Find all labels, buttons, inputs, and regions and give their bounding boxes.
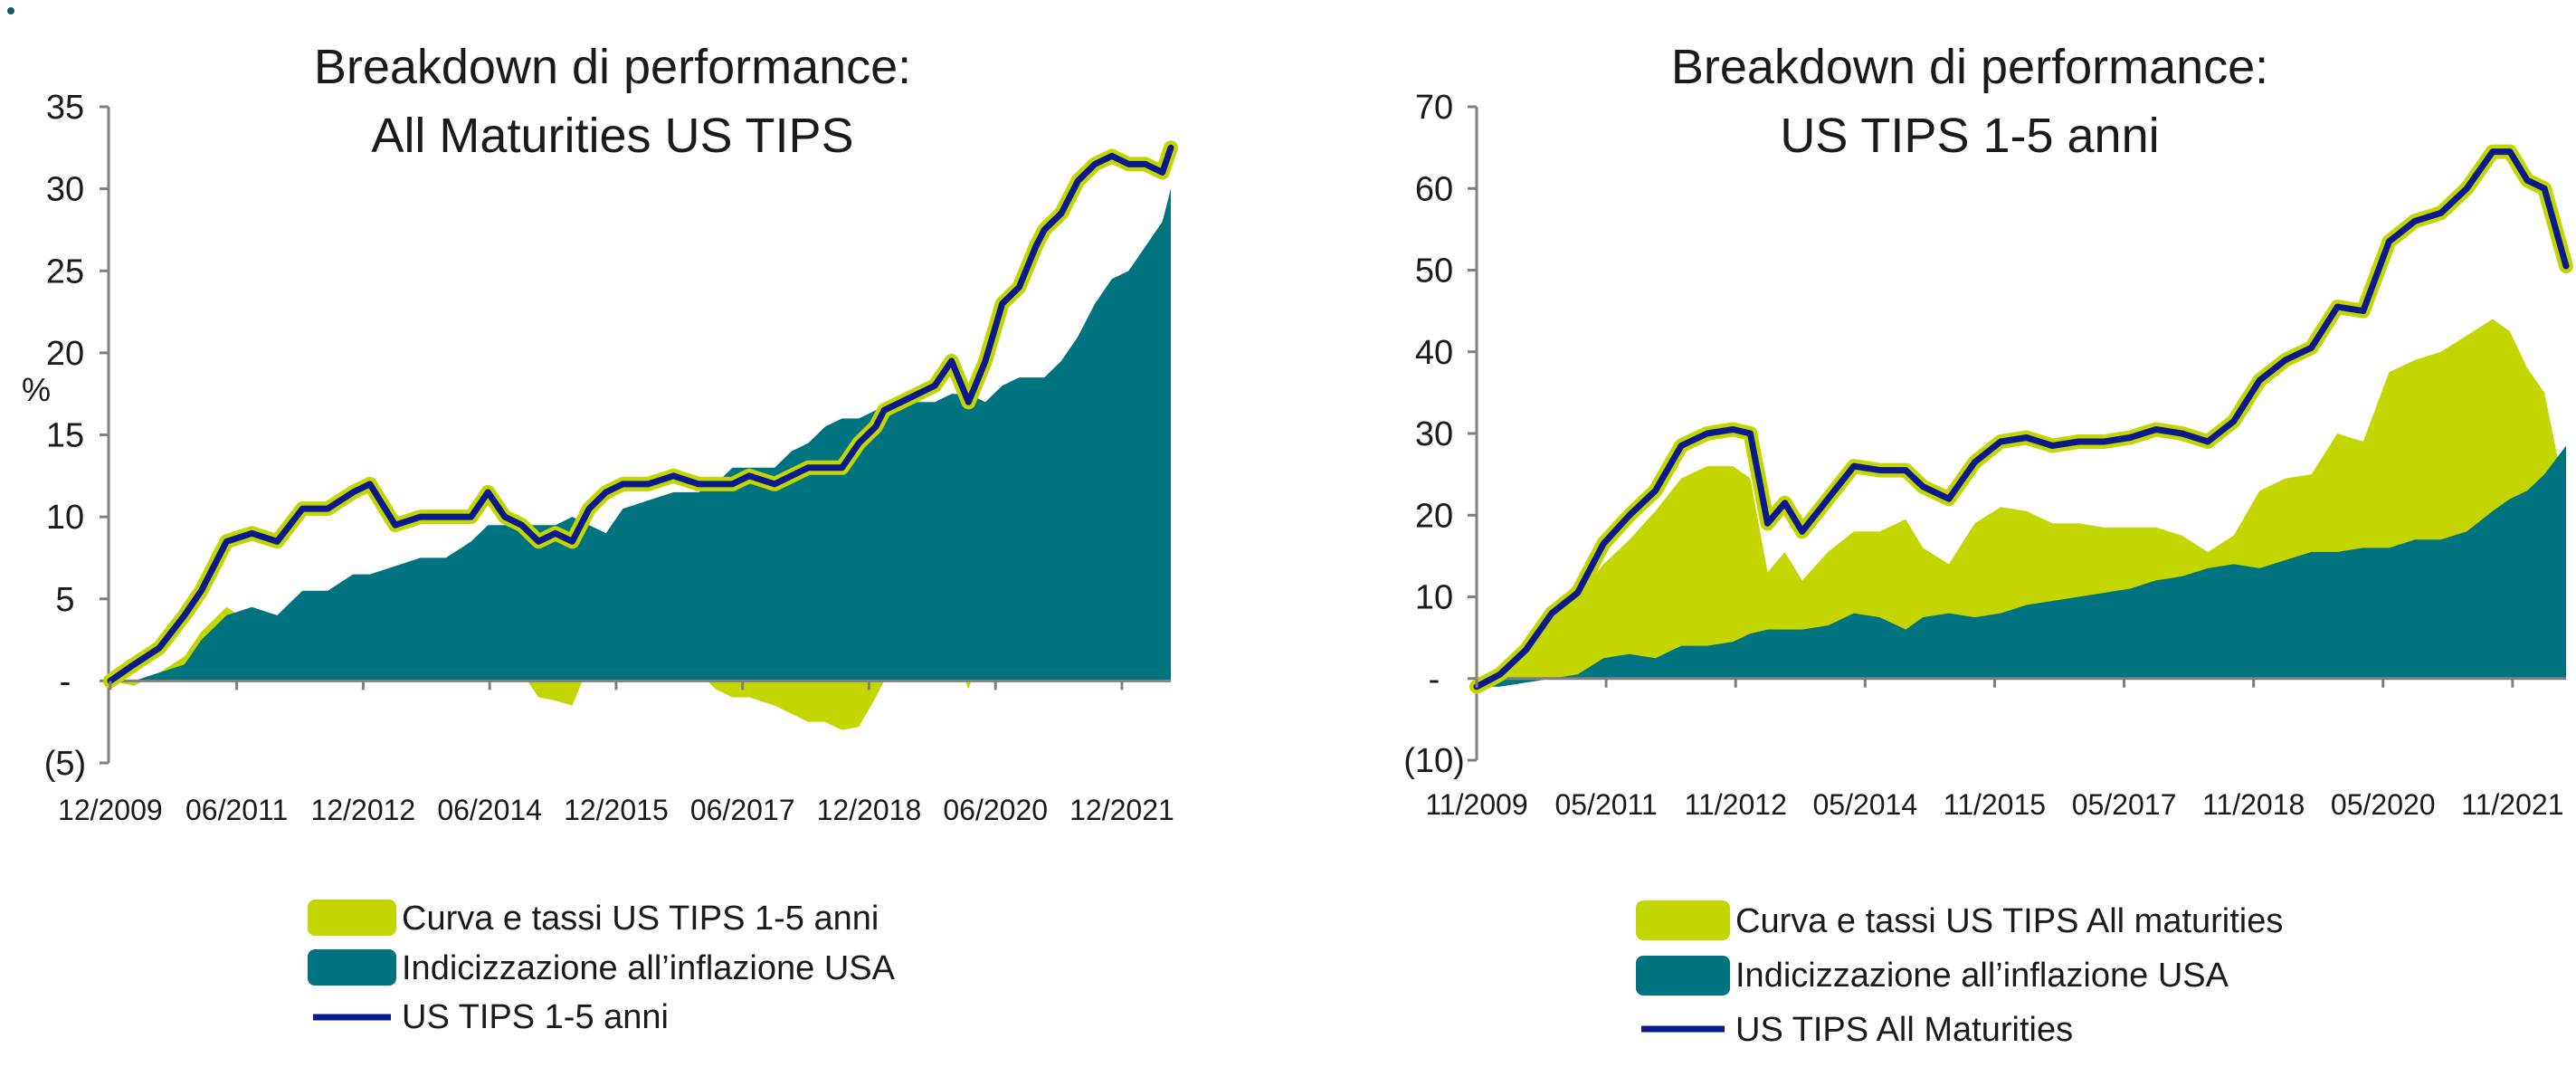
chart1-y-tick-label: 30 bbox=[46, 171, 84, 209]
chart1-x-tick-label: 06/2011 bbox=[185, 794, 288, 826]
chart1-x-tick-label: 12/2009 bbox=[58, 794, 163, 826]
chart2-x-tick-label: 05/2011 bbox=[1554, 788, 1657, 821]
chart2-x-tick-label: 11/2009 bbox=[1425, 788, 1527, 821]
chart2-y-tick-label: 30 bbox=[1415, 415, 1453, 453]
chart1-plot: 35 30 25 20 15 10 5 - (5) 12/2009 06/2011 12/2012 06… bbox=[44, 89, 1178, 826]
legend2-label-indicizzazione: Indicizzazione all’inflazione USA bbox=[1735, 957, 2229, 995]
chart2-y-tick-label: 50 bbox=[1415, 252, 1453, 291]
chart1-y-tick-label: 35 bbox=[46, 89, 84, 127]
chart1-title: Breakdown di performance: bbox=[314, 40, 911, 94]
chart2-y-tick-label: 10 bbox=[1415, 579, 1453, 617]
chart1-y-tick-label: 25 bbox=[46, 252, 84, 291]
chart1-y-tick-label: (5) bbox=[44, 745, 86, 783]
chart1-x-tick-label: 06/2017 bbox=[690, 794, 795, 826]
chart2-y-tick-label: 60 bbox=[1415, 170, 1453, 208]
chart1-y-tick-label: 15 bbox=[46, 417, 84, 455]
chart1-line-series bbox=[107, 144, 1174, 684]
legend1-label-line: US TIPS 1-5 anni bbox=[402, 998, 669, 1036]
chart2-y-tick-label: 70 bbox=[1415, 89, 1453, 127]
chart1-y-tick-label: - bbox=[60, 662, 71, 700]
chart2-x-tick-label: 11/2012 bbox=[1685, 788, 1787, 821]
legend2-swatch-indicizzazione bbox=[1636, 956, 1730, 996]
legend2-label-line: US TIPS All Maturities bbox=[1735, 1011, 2073, 1049]
chart1-y-tick-label: 5 bbox=[55, 581, 74, 619]
chart1-y-tick-label: 10 bbox=[46, 499, 84, 537]
chart2-x-tick-label: 05/2020 bbox=[2331, 788, 2436, 821]
chart2-plot: 70 60 50 40 30 20 10 - (10) 11/2009 05/2011 11/2012… bbox=[1403, 89, 2573, 821]
chart1-x-tick-label: 06/2020 bbox=[943, 794, 1048, 826]
legend1-label-indicizzazione: Indicizzazione all’inflazione USA bbox=[402, 949, 896, 987]
legend1-swatch-curva bbox=[308, 900, 396, 936]
chart1-y-tick-label: 20 bbox=[46, 335, 84, 373]
chart2-x-tick-label: 11/2018 bbox=[2202, 788, 2305, 821]
legend2-swatch-curva bbox=[1636, 900, 1730, 940]
chart1-x-tick-label: 12/2018 bbox=[817, 794, 922, 826]
chart2-y-tick-label: - bbox=[1429, 661, 1440, 699]
chart1-x-tick-label: 12/2015 bbox=[564, 794, 669, 826]
chart2-x-tick-label: 11/2021 bbox=[2461, 788, 2563, 821]
chart2-title: Breakdown di performance: bbox=[1671, 40, 2268, 94]
legend2-label-curva: Curva e tassi US TIPS All maturities bbox=[1735, 902, 2283, 940]
chart2-line-series bbox=[1473, 148, 2570, 691]
chart2-y-tick-label: 20 bbox=[1415, 497, 1453, 535]
chart2-x-tick-label: 11/2015 bbox=[1944, 788, 2046, 821]
chart1-x-tick-label: 12/2021 bbox=[1069, 794, 1174, 826]
chart1-area-series-2 bbox=[109, 188, 1171, 681]
chart1-y-axis-label: % bbox=[22, 371, 51, 408]
chart2-subtitle: US TIPS 1-5 anni bbox=[1780, 109, 2159, 163]
chart2-x-tick-label: 05/2014 bbox=[1812, 788, 1917, 821]
chart2-y-tick-label: (10) bbox=[1403, 742, 1465, 780]
chart2-y-tick-label: 40 bbox=[1415, 334, 1453, 372]
chart1-x-tick-label: 06/2014 bbox=[437, 794, 542, 826]
legend1-swatch-indicizzazione bbox=[308, 949, 396, 986]
chart1-x-tick-label: 12/2012 bbox=[311, 794, 416, 826]
chart2-area-series-2 bbox=[1477, 445, 2566, 687]
bullet-dot bbox=[7, 7, 14, 14]
chart2-x-tick-label: 05/2017 bbox=[2072, 788, 2177, 821]
legend1-label-curva: Curva e tassi US TIPS 1-5 anni bbox=[402, 900, 879, 938]
chart1-subtitle: All Maturities US TIPS bbox=[371, 109, 853, 163]
